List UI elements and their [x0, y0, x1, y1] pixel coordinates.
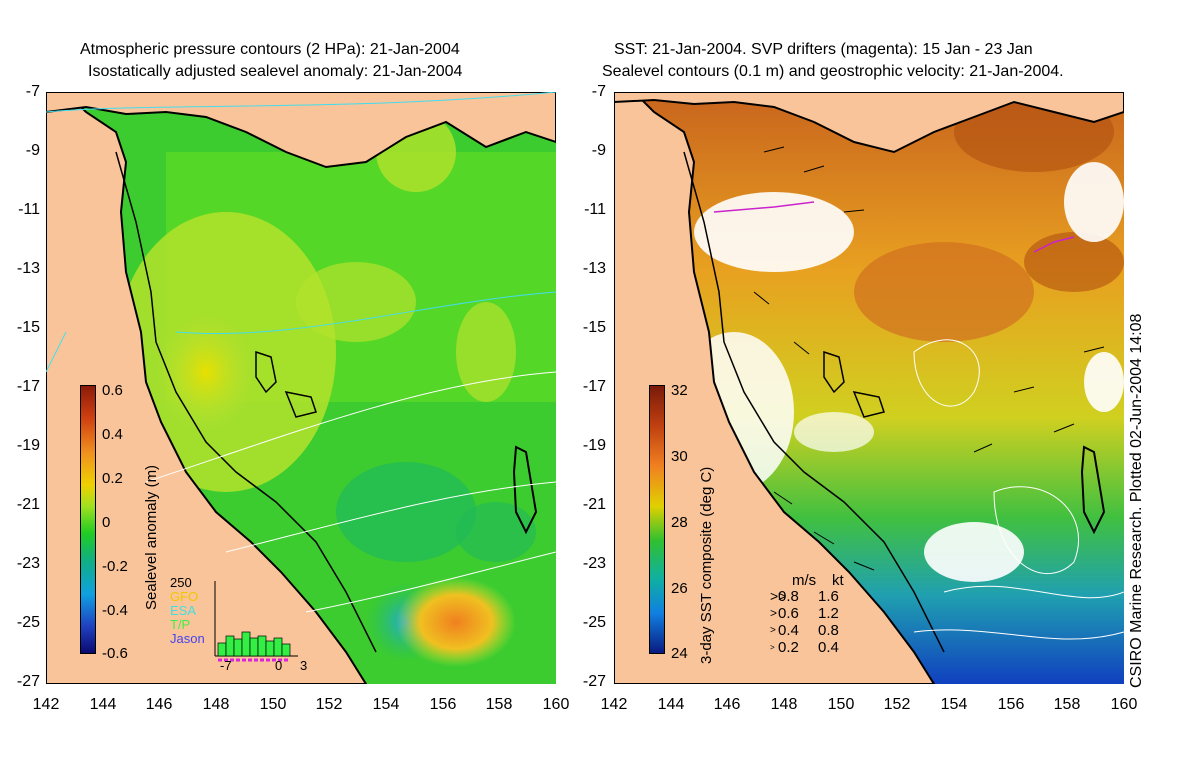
colorbar-tick: -0.6 [102, 645, 128, 662]
legend-ms-value: 0.6 [778, 605, 799, 622]
histogram-ymax: 250 [170, 575, 192, 590]
legend-gfo: GFO [170, 589, 199, 604]
y-tick: -17 [16, 378, 40, 395]
histogram-xtick: -7 [220, 658, 232, 673]
legend-kt-value: 0.8 [818, 622, 839, 639]
histogram-bars [214, 581, 298, 662]
y-tick: -11 [18, 201, 40, 218]
y-tick: -7 [25, 83, 40, 100]
colorbar-tick: -0.2 [102, 558, 128, 575]
x-tick: 160 [542, 696, 570, 713]
colorbar-tick: 0.4 [102, 426, 123, 443]
arrow-icon: > [770, 606, 778, 620]
colorbar-tick: 30 [671, 448, 688, 465]
y-tick: -25 [16, 614, 40, 631]
y-tick: -23 [16, 555, 40, 572]
x-tick: 142 [600, 696, 628, 713]
colorbar-tick: 32 [671, 382, 688, 399]
y-tick: -27 [16, 673, 40, 690]
sealevel-colorbar [80, 385, 96, 654]
colorbar-label: 3-day SST composite (deg C) [698, 466, 715, 664]
sealevel-anomaly-map [46, 92, 556, 684]
arrow-icon: > [770, 643, 775, 652]
left-title-line1: Atmospheric pressure contours (2 HPa): 2… [80, 41, 460, 58]
x-tick: 146 [145, 696, 173, 713]
y-tick: -27 [582, 673, 606, 690]
x-tick: 160 [1110, 696, 1138, 713]
legend-kt-value: 1.2 [818, 605, 839, 622]
x-tick: 146 [713, 696, 741, 713]
y-tick: -15 [582, 319, 606, 336]
x-tick: 144 [657, 696, 685, 713]
legend-header-kt: kt [832, 572, 844, 589]
colorbar-label: Sealevel anomaly (m) [143, 464, 160, 610]
credit-text: CSIRO Marine Research. Plotted 02-Jun-20… [1128, 313, 1145, 688]
x-tick: 154 [372, 696, 400, 713]
altimetry-histogram: 250 GFO ESA T/P Jason -7 0 3 [170, 576, 310, 676]
y-tick: -11 [584, 201, 606, 218]
x-tick: 142 [32, 696, 60, 713]
x-tick: 144 [89, 696, 117, 713]
colorbar-tick: 0.6 [102, 382, 123, 399]
histogram-xtick: 0 [275, 658, 283, 673]
left-title-line2: Isostatically adjusted sealevel anomaly:… [88, 63, 463, 80]
legend-kt-value: 1.6 [818, 588, 839, 605]
y-tick: -21 [582, 496, 606, 513]
x-tick: 158 [485, 696, 513, 713]
arrow-icon: > [770, 625, 776, 636]
colorbar-tick: 28 [671, 514, 688, 531]
colorbar-tick: -0.4 [102, 602, 128, 619]
right-title-line2: Sealevel contours (0.1 m) and geostrophi… [602, 63, 1064, 80]
legend-ms-value: 0.8 [778, 588, 799, 605]
x-tick: 154 [940, 696, 968, 713]
histogram-xtick: 3 [300, 658, 308, 673]
arrow-icon: >> [770, 588, 787, 604]
colorbar-tick: 0.2 [102, 470, 123, 487]
colorbar-tick: 24 [671, 645, 688, 662]
x-tick: 152 [883, 696, 911, 713]
x-tick: 156 [429, 696, 457, 713]
sst-colorbar [649, 385, 665, 654]
y-tick: -15 [16, 319, 40, 336]
y-tick: -19 [16, 437, 40, 454]
legend-ms-value: 0.4 [778, 622, 799, 639]
y-tick: -17 [582, 378, 606, 395]
legend-esa: ESA [170, 603, 197, 618]
y-tick: -7 [591, 83, 606, 100]
legend-jason: Jason [170, 631, 205, 646]
y-tick: -9 [591, 142, 606, 159]
legend-kt-value: 0.4 [818, 639, 839, 656]
x-tick: 158 [1053, 696, 1081, 713]
colorbar-tick: 0 [102, 514, 111, 531]
x-tick: 156 [997, 696, 1025, 713]
legend-ms-value: 0.2 [778, 639, 799, 656]
x-tick: 150 [827, 696, 855, 713]
y-tick: -13 [16, 260, 40, 277]
right-title-line1: SST: 21-Jan-2004. SVP drifters (magenta)… [614, 41, 1033, 58]
x-tick: 152 [315, 696, 343, 713]
y-tick: -13 [582, 260, 606, 277]
legend-header-ms: m/s [792, 572, 817, 589]
y-tick: -23 [582, 555, 606, 572]
y-tick: -25 [582, 614, 606, 631]
histogram-legend: 250 GFO ESA T/P Jason [170, 576, 205, 646]
colorbar-tick: 26 [671, 580, 688, 597]
x-tick: 148 [770, 696, 798, 713]
y-tick: -19 [582, 437, 606, 454]
x-tick: 148 [202, 696, 230, 713]
y-tick: -21 [16, 496, 40, 513]
y-tick: -9 [25, 142, 40, 159]
legend-tp: T/P [170, 617, 191, 632]
sst-map [614, 92, 1124, 684]
x-tick: 150 [259, 696, 287, 713]
